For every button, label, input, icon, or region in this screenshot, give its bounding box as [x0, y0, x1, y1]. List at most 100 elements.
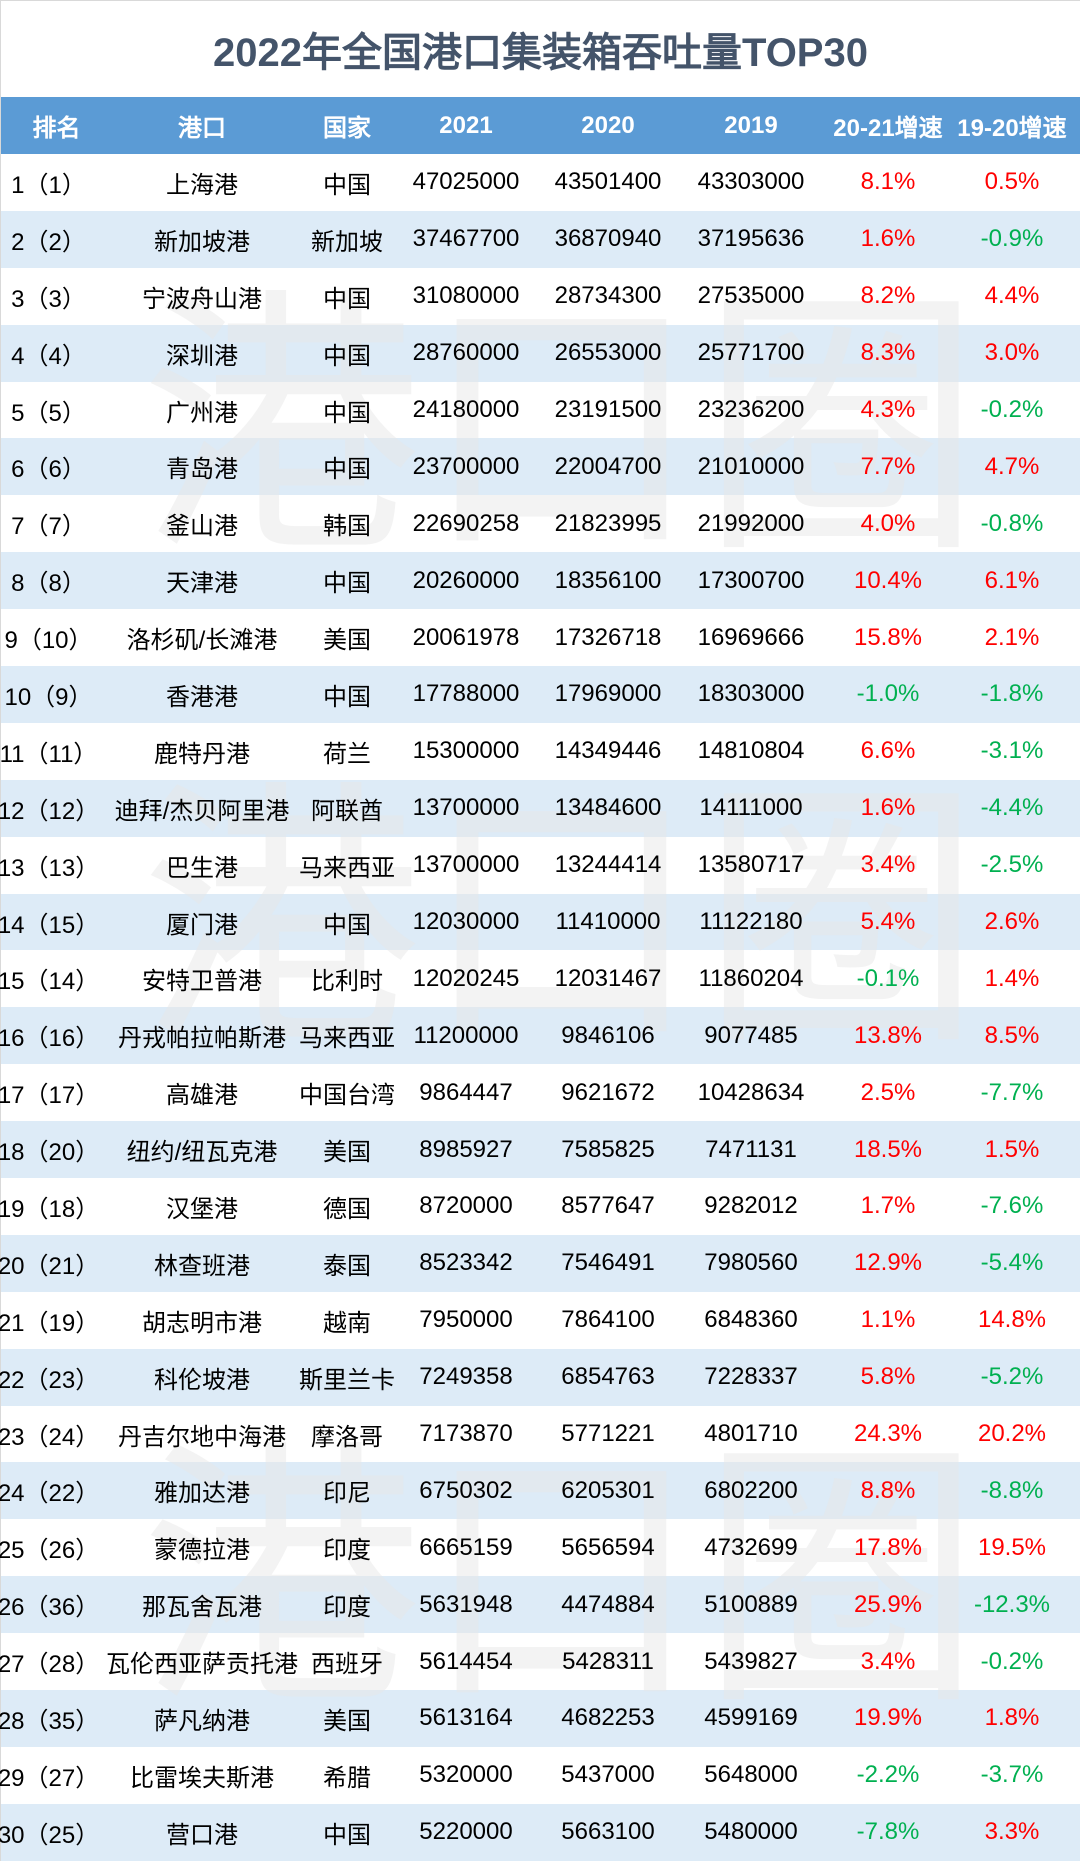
growth-19-20-cell: 2.1%	[984, 623, 1040, 651]
growth-19-20-cell: -0.9%	[980, 225, 1044, 253]
throughput-2019-cell: 10428634	[697, 1078, 805, 1106]
country-cell: 荷兰	[323, 740, 371, 768]
port-cell: 丹吉尔地中海港	[118, 1423, 286, 1451]
growth-20-21-cell: 17.8%	[853, 1533, 923, 1561]
growth-20-21-cell: 18.5%	[853, 1135, 923, 1163]
throughput-2021-cell: 31080000	[412, 282, 520, 310]
country-cell: 德国	[323, 1195, 371, 1223]
growth-20-21-cell: 8.8%	[860, 1476, 916, 1504]
throughput-2020-cell: 23191500	[554, 396, 662, 423]
rank-cell: 7（7）	[11, 513, 86, 541]
throughput-2019-cell: 13580717	[697, 851, 805, 879]
throughput-2020-cell: 5437000	[561, 1761, 655, 1789]
table-row: 24（22） 雅加达港 印尼 6750302 6205301 6802200 8…	[0, 1462, 1080, 1520]
throughput-2020-cell: 11410000	[555, 908, 661, 936]
growth-20-21-cell: 3.4%	[860, 1647, 916, 1675]
throughput-2020-cell: 14349446	[554, 737, 662, 765]
rank-cell: 21（19）	[0, 1309, 100, 1337]
rank-cell: 30（25）	[0, 1821, 100, 1849]
port-cell: 鹿特丹港	[154, 740, 250, 768]
table-row: 15（14） 安特卫普港 比利时 12020245 12031467 11860…	[0, 950, 1080, 1008]
rank-cell: 8（8）	[11, 570, 86, 598]
throughput-2021-cell: 15300000	[412, 737, 520, 765]
throughput-2021-cell: 12020245	[412, 964, 520, 992]
growth-20-21-cell: 6.6%	[860, 737, 916, 765]
country-cell: 比利时	[311, 968, 383, 996]
port-cell: 营口港	[166, 1821, 238, 1849]
throughput-2019-cell: 16969666	[697, 623, 805, 651]
throughput-2021-cell: 5631948	[419, 1590, 513, 1618]
table-row: 12（12） 迪拜/杰贝阿里港 阿联酋 13700000 13484600 14…	[0, 779, 1080, 837]
growth-20-21-cell: -1.0%	[856, 680, 920, 708]
throughput-2019-cell: 5648000	[704, 1761, 798, 1789]
table-row: 22（23） 科伦坡港 斯里兰卡 7249358 6854763 7228337…	[0, 1348, 1080, 1406]
port-cell: 宁波舟山港	[142, 285, 262, 313]
throughput-2020-cell: 5771221	[561, 1420, 655, 1448]
throughput-2021-cell: 24180000	[412, 396, 520, 423]
throughput-2021-cell: 37467700	[412, 225, 520, 253]
growth-19-20-cell: 20.2%	[977, 1420, 1047, 1448]
throughput-2019-cell: 7980560	[704, 1249, 798, 1277]
port-cell: 林查班港	[154, 1252, 250, 1280]
growth-20-21-cell: 12.9%	[853, 1249, 923, 1277]
rank-cell: 9（10）	[4, 627, 93, 655]
growth-19-20-cell: 8.5%	[984, 1021, 1040, 1049]
throughput-2021-cell: 5614454	[419, 1647, 513, 1675]
table-row: 7（7） 釜山港 韩国 22690258 21823995 21992000 4…	[1, 495, 1080, 553]
port-cell: 雅加达港	[154, 1480, 250, 1508]
rank-cell: 28（35）	[0, 1707, 100, 1735]
port-cell: 科伦坡港	[154, 1366, 250, 1394]
growth-20-21-cell: 5.8%	[860, 1363, 916, 1391]
growth-20-21-cell: 7.7%	[860, 452, 916, 480]
throughput-2021-cell: 12030000	[412, 908, 520, 936]
port-cell: 那瓦舍瓦港	[142, 1594, 262, 1622]
growth-19-20-cell: -8.8%	[980, 1476, 1044, 1504]
table-row: 28（35） 萨凡纳港 美国 5613164 4682253 4599169 1…	[0, 1690, 1080, 1747]
growth-19-20-cell: 3.0%	[984, 339, 1040, 367]
growth-20-21-cell: 25.9%	[853, 1590, 923, 1618]
throughput-2019-cell: 18303000	[697, 680, 805, 708]
growth-20-21-cell: 19.9%	[853, 1704, 923, 1732]
throughput-2021-cell: 7173870	[419, 1420, 513, 1448]
rank-cell: 4（4）	[11, 342, 86, 370]
growth-19-20-cell: -7.7%	[980, 1078, 1044, 1106]
throughput-2020-cell: 4682253	[561, 1704, 655, 1732]
throughput-2021-cell: 5613164	[419, 1704, 513, 1732]
rank-cell: 13（13）	[0, 854, 100, 882]
growth-20-21-cell: 2.5%	[860, 1078, 916, 1106]
throughput-2019-cell: 5100889	[704, 1590, 798, 1618]
throughput-2021-cell: 8985927	[419, 1135, 513, 1163]
port-cell: 迪拜/杰贝阿里港	[114, 797, 290, 825]
country-cell: 马来西亚	[299, 854, 395, 882]
throughput-2019-cell: 21010000	[697, 452, 805, 480]
growth-19-20-cell: 2.6%	[984, 908, 1040, 936]
country-cell: 斯里兰卡	[299, 1366, 395, 1394]
country-cell: 印度	[323, 1594, 371, 1622]
growth-20-21-cell: 8.1%	[860, 168, 916, 196]
growth-19-20-cell: 19.5%	[977, 1533, 1047, 1561]
growth-19-20-cell: 4.7%	[984, 452, 1040, 480]
port-cell: 釜山港	[166, 513, 238, 541]
throughput-2021-cell: 13700000	[412, 794, 520, 822]
growth-20-21-cell: 13.8%	[853, 1021, 923, 1049]
table-row: 18（20） 纽约/纽瓦克港 美国 8985927 7585825 747113…	[0, 1121, 1080, 1179]
throughput-2021-cell: 5320000	[419, 1761, 513, 1789]
throughput-2020-cell: 43501400	[554, 168, 662, 196]
table-row: 13（13） 巴生港 马来西亚 13700000 13244414 135807…	[0, 836, 1080, 894]
port-cell: 洛杉矶/长滩港	[126, 627, 278, 655]
table-row: 29（27） 比雷埃夫斯港 希腊 5320000 5437000 5648000…	[0, 1746, 1080, 1804]
throughput-2021-cell: 6665159	[419, 1533, 513, 1561]
rank-cell: 2（2）	[11, 228, 86, 256]
rank-cell: 15（14）	[0, 968, 100, 996]
rank-cell: 25（26）	[0, 1537, 100, 1565]
throughput-2019-cell: 4599169	[704, 1704, 798, 1732]
port-cell: 丹戎帕拉帕斯港	[118, 1025, 286, 1053]
port-cell: 安特卫普港	[142, 968, 262, 996]
throughput-2021-cell: 22690258	[412, 509, 520, 537]
throughput-2019-cell: 9077485	[704, 1021, 798, 1049]
throughput-2020-cell: 12031467	[554, 964, 662, 992]
port-cell: 萨凡纳港	[154, 1707, 250, 1735]
growth-19-20-cell: -12.3%	[973, 1590, 1051, 1618]
growth-20-21-cell: 1.7%	[860, 1192, 916, 1220]
throughput-2020-cell: 21823995	[554, 509, 662, 537]
